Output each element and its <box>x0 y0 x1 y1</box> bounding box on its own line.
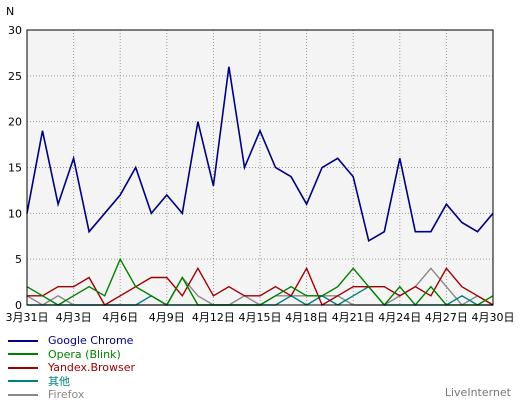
legend-item: Google Chrome <box>8 334 135 348</box>
legend-item: Opera (Blink) <box>8 348 135 362</box>
legend: Google Chrome Opera (Blink) Yandex.Browser… <box>8 334 135 402</box>
y-tick-label: 10 <box>8 207 22 220</box>
x-axis-ticks: 3月31日 4月3日 4月6日 4月9日 4月12日 4月15日 4月18日 4月21日 4月2… <box>6 311 515 324</box>
legend-item: 其他 <box>8 375 135 389</box>
legend-label: Opera (Blink) <box>48 347 121 361</box>
y-axis-label: N <box>6 5 14 18</box>
x-tick-label: 4月6日 <box>102 311 138 324</box>
x-tick-label: 4月30日 <box>472 311 515 324</box>
legend-label: Google Chrome <box>48 334 134 347</box>
legend-label: Yandex.Browser <box>48 361 136 374</box>
grid-lines <box>27 30 493 305</box>
legend-swatch <box>8 366 38 369</box>
legend-swatch <box>8 393 38 396</box>
y-tick-label: 30 <box>8 24 22 37</box>
y-tick-label: 5 <box>15 253 22 266</box>
y-axis-ticks: 0 5 10 15 20 25 30 <box>8 24 22 312</box>
legend-swatch <box>8 339 38 342</box>
y-tick-label: 0 <box>15 299 22 312</box>
y-tick-label: 15 <box>8 162 22 175</box>
legend-item: Firefox <box>8 388 135 402</box>
brand-label: LiveInternet <box>444 386 511 399</box>
x-tick-label: 4月27日 <box>425 311 468 324</box>
x-tick-label: 4月15日 <box>239 311 282 324</box>
legend-item: Yandex.Browser <box>8 361 135 375</box>
legend-label: Firefox <box>48 388 85 401</box>
x-tick-label: 4月12日 <box>192 311 235 324</box>
x-tick-label: 4月21日 <box>332 311 375 324</box>
legend-swatch <box>8 380 38 383</box>
plot-border <box>26 29 494 306</box>
line-chart: 0 5 10 15 20 25 30 3月31日 4月3日 4月6日 4月9日 4月12日 4月15日… <box>6 5 515 324</box>
x-tick-label: 4月9日 <box>149 311 185 324</box>
y-tick-label: 20 <box>8 116 22 129</box>
legend-label: 其他 <box>48 374 70 388</box>
x-tick-label: 4月3日 <box>56 311 92 324</box>
x-tick-label: 3月31日 <box>6 311 49 324</box>
x-tick-label: 4月18日 <box>285 311 328 324</box>
legend-swatch <box>8 353 38 356</box>
x-tick-label: 4月24日 <box>378 311 421 324</box>
series-line <box>26 66 494 243</box>
y-tick-label: 25 <box>8 70 22 83</box>
